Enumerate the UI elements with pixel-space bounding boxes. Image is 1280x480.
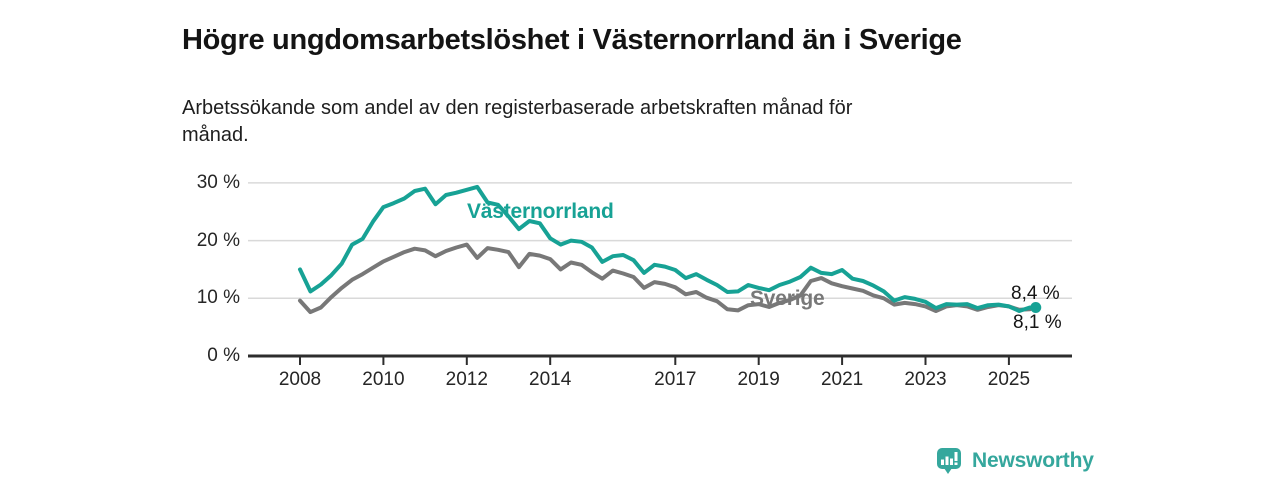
y-axis-tick-label: 10 % bbox=[196, 287, 240, 309]
newsworthy-logo: Newsworthy bbox=[936, 446, 1094, 476]
y-axis-tick-label: 30 % bbox=[196, 171, 240, 193]
series-line-västernorrland bbox=[298, 184, 1032, 313]
x-axis-tick-label: 2023 bbox=[904, 369, 947, 390]
x-axis-tick-label: 2012 bbox=[445, 369, 488, 390]
end-value-label-vasternorrland: 8,4 % bbox=[1011, 283, 1060, 304]
x-axis-tick-label: 2019 bbox=[737, 369, 780, 390]
end-value-label-sverige: 8,1 % bbox=[1013, 312, 1062, 333]
x-axis-tick-label: 2010 bbox=[362, 369, 405, 390]
x-axis-tick-label: 2008 bbox=[278, 369, 322, 390]
y-axis-tick-label: 20 % bbox=[196, 229, 240, 251]
x-axis-tick-label: 2025 bbox=[987, 369, 1031, 390]
end-point-dot bbox=[1030, 302, 1042, 314]
x-axis-tick-label: 2017 bbox=[654, 369, 697, 390]
bar-chart-bubble-icon bbox=[937, 448, 961, 474]
x-axis-tick-label: 2021 bbox=[820, 369, 864, 390]
x-axis-tick-label: 2014 bbox=[529, 369, 572, 390]
series-label-sverige: Sverige bbox=[750, 287, 825, 310]
page-title: Högre ungdomsarbetslöshet i Västernorrla… bbox=[182, 24, 962, 57]
y-axis-tick-label: 0 % bbox=[207, 345, 240, 366]
series-line-sverige bbox=[298, 242, 1032, 315]
chart-subtitle: Arbetssökande som andel av den registerb… bbox=[182, 97, 853, 146]
series-label-vasternorrland: Västernorrland bbox=[467, 200, 614, 223]
newsworthy-brand-text: Newsworthy bbox=[972, 449, 1094, 472]
